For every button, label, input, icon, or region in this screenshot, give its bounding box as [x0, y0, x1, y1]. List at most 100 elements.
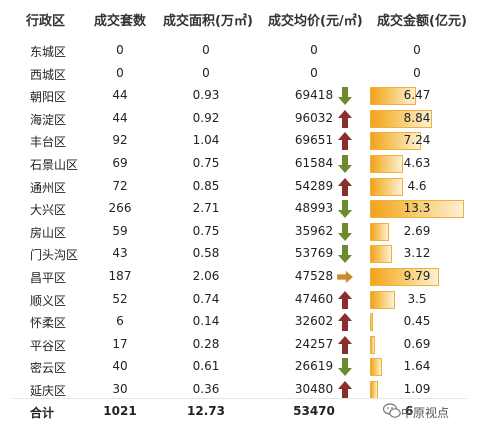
header-amount: 成交金额(亿元)	[377, 14, 467, 29]
count-cell: 187	[108, 269, 132, 283]
table-row: 平谷区 17 0.28 24257 0.69	[0, 334, 479, 356]
price-cell: 0	[310, 65, 318, 80]
amount-cell: 6.47	[403, 88, 431, 103]
count-cell: 44	[112, 110, 128, 125]
table-row: 朝阳区 44 0.93 69418 6.47	[0, 85, 479, 107]
header-count: 成交套数	[94, 14, 147, 29]
area-cell: 2.71	[192, 201, 220, 216]
arrow-up-icon	[338, 132, 352, 151]
amount-cell: 8.84	[403, 110, 431, 125]
arrow-up-icon	[338, 381, 352, 399]
area-cell: 0.58	[192, 246, 220, 261]
table-row: 通州区 72 0.85 54289 4.6	[0, 176, 479, 198]
price-cell: 35962	[294, 223, 334, 238]
header-price: 成交均价(元/㎡)	[268, 14, 363, 29]
area-cell: 0.75	[192, 223, 220, 238]
price-cell: 69651	[294, 133, 334, 148]
price-cell: 96032	[294, 110, 334, 125]
amount-bar	[370, 358, 382, 377]
arrow-up-icon	[338, 109, 352, 128]
price-cell: 30480	[294, 382, 334, 396]
total-area: 12.73	[187, 404, 225, 418]
price-cell: 48993	[294, 201, 334, 216]
table-row: 门头沟区 43 0.58 53769 3.12	[0, 243, 479, 265]
area-cell: 0.92	[192, 110, 220, 125]
district-cell: 密云区	[30, 361, 67, 376]
amount-bar	[370, 155, 403, 173]
district-cell: 门头沟区	[30, 248, 79, 263]
amount-bar	[370, 109, 433, 128]
table-row: 丰台区 92 1.04 69651 7.24	[0, 130, 479, 152]
arrow-down-icon	[338, 222, 352, 241]
wechat-icon	[383, 403, 401, 418]
amount-bar	[370, 313, 374, 332]
district-cell: 东城区	[30, 45, 67, 59]
amount-cell: 13.3	[403, 201, 431, 216]
arrow-up-icon	[338, 290, 352, 309]
district-cell: 西城区	[30, 67, 67, 82]
price-cell: 47460	[294, 291, 334, 306]
area-cell: 0.61	[192, 359, 220, 374]
area-cell: 0.93	[192, 88, 220, 103]
amount-cell: 0	[413, 65, 421, 80]
amount-cell: 1.09	[403, 382, 431, 396]
arrow-up-icon	[338, 177, 352, 196]
count-cell: 72	[112, 178, 128, 193]
district-cell: 石景山区	[30, 158, 79, 172]
total-label: 合计	[30, 406, 55, 420]
price-cell: 69418	[294, 88, 334, 103]
price-cell: 53769	[294, 246, 334, 261]
count-cell: 266	[108, 201, 132, 216]
area-cell: 2.06	[192, 269, 220, 283]
area-cell: 0.74	[192, 291, 220, 306]
area-cell: 0	[202, 43, 210, 57]
amount-bar	[370, 335, 375, 354]
table-row: 怀柔区 6 0.14 32602 0.45	[0, 311, 479, 333]
arrow-right-icon	[337, 270, 353, 284]
table-row: 昌平区 187 2.06 47528 9.79	[0, 266, 479, 288]
amount-cell: 4.63	[403, 156, 431, 170]
price-cell: 24257	[294, 336, 334, 351]
count-cell: 59	[112, 223, 128, 238]
amount-cell: 9.79	[403, 269, 431, 283]
count-cell: 17	[112, 336, 128, 351]
area-cell: 0.36	[192, 382, 220, 396]
count-cell: 43	[112, 246, 128, 261]
price-cell: 32602	[294, 314, 334, 329]
price-cell: 0	[310, 43, 318, 57]
price-cell: 61584	[294, 156, 334, 170]
table-row: 延庆区 30 0.36 30480 1.09	[0, 379, 479, 401]
amount-bar	[370, 132, 422, 151]
amount-cell: 1.64	[403, 359, 431, 374]
count-cell: 0	[116, 65, 124, 80]
count-cell: 69	[112, 156, 128, 170]
amount-bar	[370, 200, 464, 219]
total-count: 1021	[103, 404, 137, 418]
amount-bar	[370, 268, 440, 286]
amount-bar	[370, 381, 378, 399]
table-row: 海淀区 44 0.92 96032 8.84	[0, 108, 479, 130]
district-cell: 顺义区	[30, 293, 67, 308]
area-cell: 0.85	[192, 178, 220, 193]
total-amount: 6	[405, 404, 414, 418]
table-row: 顺义区 52 0.74 47460 3.5	[0, 289, 479, 311]
district-cell: 大兴区	[30, 203, 67, 218]
amount-bar	[370, 222, 389, 241]
area-cell: 0	[202, 65, 210, 80]
arrow-down-icon	[338, 155, 352, 173]
count-cell: 92	[112, 133, 128, 148]
district-cell: 怀柔区	[30, 316, 67, 331]
arrow-up-icon	[338, 335, 352, 354]
district-cell: 通州区	[30, 180, 67, 195]
amount-bar	[370, 177, 403, 196]
district-cell: 昌平区	[30, 271, 67, 285]
price-cell: 47528	[294, 269, 334, 283]
table-row: 西城区 0 0 0 0	[0, 63, 479, 85]
table-row: 东城区 0 0 0 0	[0, 40, 479, 62]
amount-cell: 4.6	[407, 178, 427, 193]
amount-bar	[370, 245, 393, 264]
count-cell: 40	[112, 359, 128, 374]
amount-cell: 0	[413, 43, 421, 57]
district-cell: 海淀区	[30, 112, 67, 127]
district-cell: 平谷区	[30, 338, 67, 353]
